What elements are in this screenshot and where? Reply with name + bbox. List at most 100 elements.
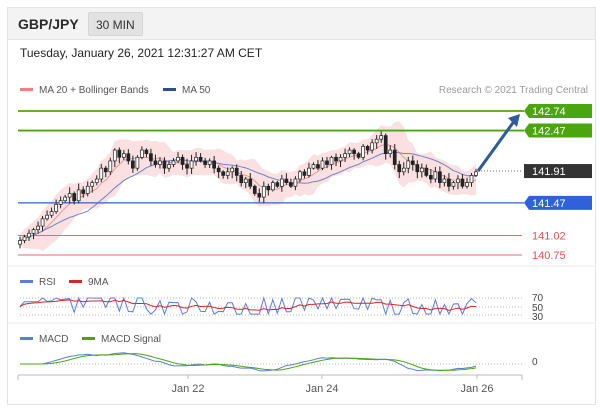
candle-body — [388, 149, 393, 155]
candle-body — [162, 160, 167, 169]
x-tick-label: Jan 26 — [460, 383, 493, 395]
macd-panel: MACD MACD Signal 0 — [20, 334, 538, 372]
candle-body — [176, 156, 180, 162]
candle-body — [338, 156, 343, 162]
candle-body — [72, 193, 77, 202]
candle-body — [401, 167, 406, 173]
candle-body — [447, 178, 451, 187]
candle-body — [121, 153, 126, 158]
candle-body — [234, 167, 239, 176]
macd-legend-swatch — [20, 337, 33, 340]
forecast-arrow-head — [508, 114, 520, 127]
candle-body — [103, 167, 108, 173]
x-tick-label: Jan 24 — [305, 383, 338, 395]
candle-body — [352, 149, 356, 155]
candle-body — [284, 178, 289, 183]
candle-body — [221, 171, 226, 176]
candle-body — [58, 200, 63, 205]
credit-text: Research © 2021 Trading Central — [439, 85, 588, 96]
candle-body — [171, 160, 176, 165]
candle-body — [474, 171, 478, 176]
candle-body — [180, 156, 185, 165]
last-price-value: 141.91 — [532, 166, 566, 178]
candle-body — [45, 214, 49, 220]
rsi-panel: RSI 9MA 70 50 30 — [19, 277, 544, 323]
widget-header: GBP/JPY 30 MIN — [8, 8, 595, 40]
candle-body — [302, 171, 307, 176]
rsi-line — [19, 296, 477, 316]
bb-legend-label: MA 20 + Bollinger Bands — [39, 85, 149, 96]
resistance-tag — [524, 104, 592, 118]
candle-body — [311, 164, 316, 169]
candle-body — [257, 193, 262, 198]
support-value: 141.02 — [532, 230, 566, 242]
candle-body — [374, 138, 379, 144]
timestamp: Tuesday, January 26, 2021 12:31:27 AM CE… — [20, 46, 263, 60]
candle-body — [261, 185, 266, 198]
candle-body — [379, 135, 384, 140]
candle-body — [320, 160, 325, 169]
candle-body — [94, 178, 99, 183]
candle-body — [216, 167, 221, 173]
ma50-line — [19, 151, 477, 241]
candle-body — [365, 146, 370, 151]
candle-body — [185, 164, 189, 169]
pivot-value: 141.47 — [532, 198, 566, 210]
candle-body — [54, 203, 58, 212]
candle-body — [36, 225, 40, 231]
candle-body — [347, 149, 352, 155]
candle-body — [370, 142, 375, 151]
resistance-tag — [524, 123, 592, 138]
level-lines: 142.74 142.47 141.91 141.47 141.02 140.75 — [18, 104, 592, 262]
resistance-value: 142.74 — [532, 106, 566, 118]
rsi-ma-legend-label: 9MA — [88, 277, 109, 288]
macd-signal-line — [20, 353, 477, 371]
candle-body — [415, 164, 420, 173]
candle-body — [108, 160, 113, 173]
candle-body — [451, 182, 456, 187]
x-tick-label: Jan 22 — [171, 383, 204, 395]
candle-body — [167, 164, 171, 169]
candle-body — [456, 178, 460, 183]
forecast-arrow — [476, 114, 520, 172]
candle-body — [275, 182, 280, 187]
candle-body — [343, 153, 347, 158]
candle-body — [248, 178, 253, 187]
forecast-arrow-shaft — [476, 119, 517, 172]
rsi-legend-label: RSI — [39, 277, 56, 288]
candle-body — [424, 167, 429, 176]
candle-body — [361, 146, 365, 158]
candle-body — [460, 178, 465, 187]
last-price-tag — [524, 164, 592, 179]
candle-body — [203, 160, 207, 165]
macd-zero-tick: 0 — [532, 357, 538, 368]
candle-body — [316, 164, 320, 169]
candle-body — [429, 175, 433, 180]
rsi-ma-legend-swatch — [69, 280, 82, 283]
candle-body — [469, 175, 474, 183]
macd-signal-legend-swatch — [82, 337, 95, 340]
candle-body — [140, 149, 144, 158]
candle-body — [18, 240, 22, 245]
candle-body — [135, 156, 140, 169]
candle-body — [67, 193, 72, 198]
resistance-value: 142.47 — [532, 126, 566, 138]
candle-body — [117, 149, 122, 158]
candle-body — [252, 185, 257, 194]
candle-body — [243, 178, 248, 183]
candle-body — [76, 189, 81, 202]
bb-legend-swatch — [20, 88, 33, 91]
candle-body — [49, 211, 54, 216]
candle-body — [207, 160, 212, 165]
candle-body — [325, 160, 329, 165]
candle-body — [442, 178, 447, 183]
candle-body — [198, 156, 203, 162]
timeframe-badge[interactable]: 30 MIN — [88, 12, 143, 36]
candle-body — [280, 178, 284, 187]
candle-body — [22, 236, 27, 241]
candle-body — [397, 164, 402, 173]
pivot-tag — [524, 195, 592, 210]
candle-body — [81, 189, 86, 194]
macd-legend-label: MACD — [39, 334, 68, 345]
